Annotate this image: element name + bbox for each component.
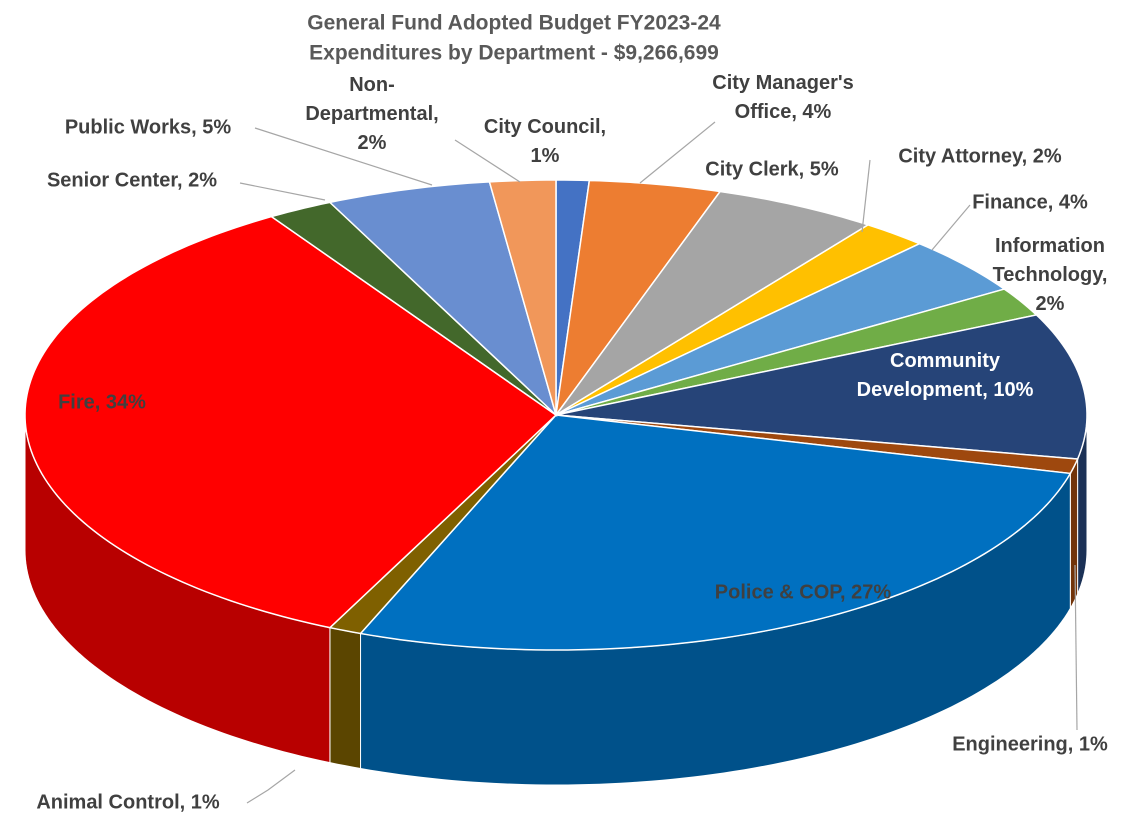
slice <box>24 215 558 629</box>
leader-line <box>239 182 326 201</box>
data-label: Police & COP, 27% <box>715 581 892 603</box>
slice <box>555 190 870 416</box>
leader-line <box>931 204 971 251</box>
leader-line <box>246 769 296 804</box>
data-label: Engineering, 1% <box>952 733 1108 755</box>
chart-title: General Fund Adopted Budget FY2023-24 <box>307 12 721 35</box>
data-label: Finance, 4% <box>972 191 1088 213</box>
slice <box>328 181 558 418</box>
data-label: Non-Departmental, 2% <box>305 74 438 154</box>
data-label: City Council, 1% <box>484 116 606 167</box>
slice <box>269 201 557 416</box>
leader-line <box>1074 564 1078 731</box>
slice-side <box>329 627 362 770</box>
data-label: Fire, 34% <box>58 391 146 413</box>
slice-side <box>1069 458 1079 611</box>
data-label: Community Development, 10% <box>857 350 1034 401</box>
data-label: City Manager's Office, 4% <box>712 72 853 123</box>
data-label: City Clerk, 5% <box>705 158 839 180</box>
data-label: City Attorney, 2% <box>898 145 1062 167</box>
leader-line <box>254 127 433 186</box>
slice <box>555 224 922 416</box>
slice <box>359 414 1072 651</box>
data-label: Animal Control, 1% <box>36 791 220 813</box>
leader-line <box>454 139 521 183</box>
slice <box>555 242 1007 416</box>
data-label: Senior Center, 2% <box>47 169 217 191</box>
slice <box>555 288 1039 416</box>
leader-line <box>639 121 716 184</box>
slice <box>555 314 1088 460</box>
data-label: Public Works, 5% <box>65 116 232 138</box>
leader-line <box>861 159 871 233</box>
data-label: Information Technology, 2% <box>993 235 1108 315</box>
slice <box>555 179 722 416</box>
chart-subtitle: Expenditures by Department - $9,266,699 <box>309 42 719 65</box>
slice <box>488 179 557 416</box>
